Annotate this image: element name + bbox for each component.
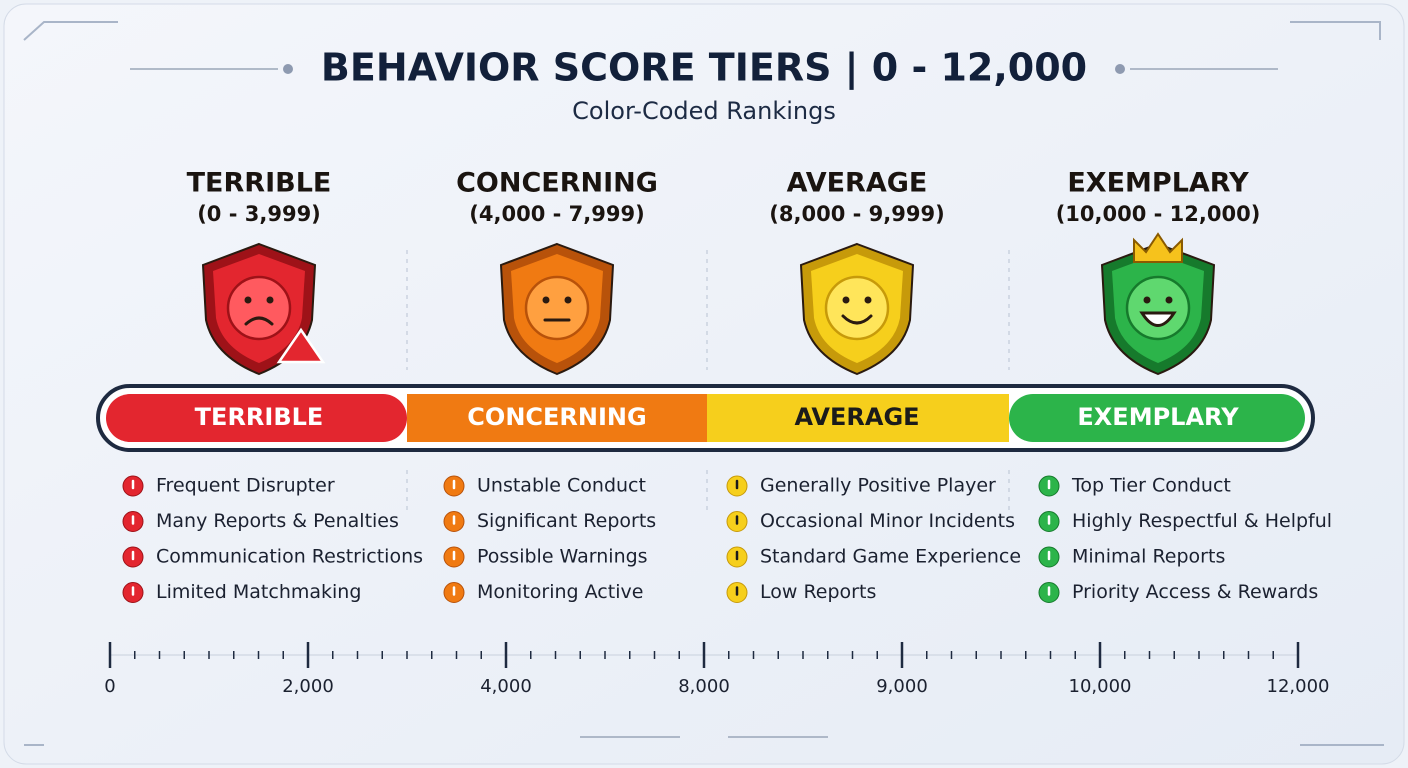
scale-label: 4,000 [480, 676, 532, 697]
item-text: Low Reports [760, 581, 876, 603]
eye [842, 296, 850, 304]
mouth [1139, 311, 1177, 327]
item-text: Top Tier Conduct [1071, 475, 1231, 497]
eye [564, 296, 572, 304]
tier-name: CONCERNING [456, 168, 658, 199]
item-text: Possible Warnings [477, 546, 648, 568]
item-text: Occasional Minor Incidents [760, 510, 1015, 532]
item-text: Many Reports & Penalties [156, 510, 399, 532]
bar-label: AVERAGE [794, 403, 919, 431]
bar-label: CONCERNING [467, 403, 646, 431]
eye [244, 296, 252, 304]
crown [1133, 232, 1183, 263]
item-text: Generally Positive Player [760, 475, 996, 497]
face [1125, 275, 1191, 341]
bar-segment [707, 394, 1009, 442]
subtitle: Color-Coded Rankings [572, 97, 836, 125]
scale-label: 10,000 [1069, 676, 1132, 697]
eye [1143, 296, 1151, 304]
item-text: Minimal Reports [1072, 546, 1225, 568]
bar-label: EXEMPLARY [1077, 403, 1239, 431]
scale-label: 8,000 [678, 676, 730, 697]
tier-name: AVERAGE [787, 168, 928, 199]
bar-segment [106, 394, 407, 442]
corner-decor [23, 21, 1384, 746]
eye [542, 296, 550, 304]
bar-segment [1009, 394, 1305, 442]
bar-label: TERRIBLE [195, 403, 324, 431]
tier-badge [201, 242, 326, 376]
tier-badge [799, 242, 915, 376]
scale-label: 2,000 [282, 676, 334, 697]
bar-segment [407, 394, 707, 442]
face [824, 275, 890, 341]
face [524, 275, 590, 341]
eye [1165, 296, 1173, 304]
tier-badge [1100, 232, 1216, 376]
item-text: Unstable Conduct [477, 475, 646, 497]
title-dot [283, 64, 293, 74]
warning [276, 327, 326, 364]
tier-range: (10,000 - 12,000) [1056, 202, 1261, 226]
title-dot [1115, 64, 1125, 74]
item-text: Highly Respectful & Helpful [1072, 510, 1332, 532]
item-text: Limited Matchmaking [156, 581, 361, 603]
tier-range: (0 - 3,999) [197, 202, 321, 226]
tier-badge [499, 242, 615, 376]
face [226, 275, 292, 341]
title: BEHAVIOR SCORE TIERS | 0 - 12,000 [321, 46, 1087, 91]
mouth [841, 314, 873, 325]
item-text: Communication Restrictions [156, 546, 423, 568]
item-text: Frequent Disrupter [156, 475, 335, 497]
eye [266, 296, 274, 304]
tier-range: (8,000 - 9,999) [769, 202, 944, 226]
scale-label: 12,000 [1267, 676, 1330, 697]
mouth [244, 316, 274, 326]
eye [864, 296, 872, 304]
item-text: Monitoring Active [477, 581, 643, 603]
item-text: Significant Reports [477, 510, 656, 532]
tier-range: (4,000 - 7,999) [469, 202, 644, 226]
item-text: Standard Game Experience [760, 546, 1021, 568]
tier-name: EXEMPLARY [1067, 168, 1249, 199]
scale-label: 9,000 [876, 676, 928, 697]
item-text: Priority Access & Rewards [1072, 581, 1318, 603]
scale-label: 0 [104, 676, 115, 697]
tier-name: TERRIBLE [187, 168, 332, 199]
